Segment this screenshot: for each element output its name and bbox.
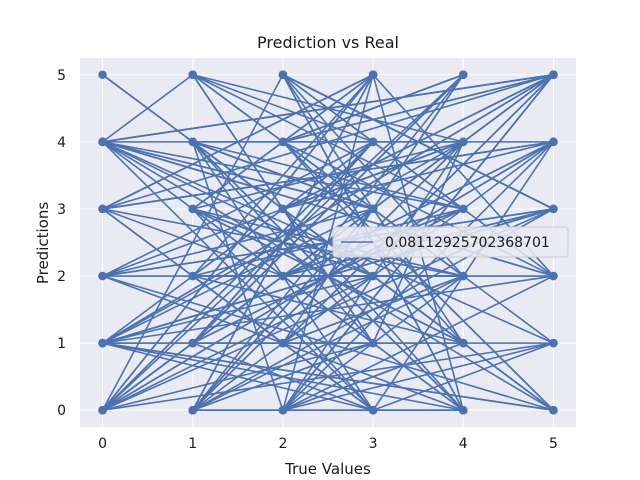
- series-line-segment: [101, 275, 284, 344]
- series-line-segment: [101, 141, 374, 344]
- data-point: [549, 137, 558, 147]
- data-point: [188, 137, 197, 147]
- data-point: [459, 271, 468, 281]
- data-point: [549, 406, 558, 415]
- data-point: [278, 70, 288, 79]
- series-line-segment: [191, 73, 374, 277]
- series-layer: [98, 70, 558, 415]
- chart-title: Prediction vs Real: [257, 33, 399, 52]
- data-point: [98, 70, 107, 79]
- data-point: [368, 271, 378, 281]
- data-point: [368, 70, 378, 79]
- series-line-segment: [282, 342, 555, 412]
- data-point: [368, 204, 378, 214]
- series-line-segment: [191, 275, 465, 412]
- series-line-segment: [191, 141, 374, 344]
- data-point: [549, 338, 558, 348]
- y-tick-label: 3: [57, 202, 66, 218]
- legend: 0.08112925702368701: [332, 226, 569, 258]
- data-point: [278, 406, 288, 415]
- data-point: [98, 271, 107, 281]
- data-point: [459, 137, 468, 147]
- data-point: [459, 406, 468, 415]
- data-point: [549, 271, 558, 281]
- data-point: [459, 338, 468, 348]
- series-line-segment: [101, 141, 374, 210]
- data-point: [278, 137, 288, 147]
- data-point: [188, 406, 197, 415]
- data-point: [98, 338, 107, 348]
- y-tick-label: 0: [57, 403, 66, 419]
- series-line-segment: [282, 73, 555, 344]
- data-point: [278, 204, 288, 214]
- series-line-segment: [101, 141, 555, 412]
- x-axis-label: True Values: [284, 460, 371, 478]
- series-line-segment: [282, 275, 555, 412]
- data-point: [368, 406, 378, 415]
- data-point: [98, 137, 107, 147]
- series-line-segment: [282, 275, 465, 344]
- data-point: [368, 338, 378, 348]
- x-tick-label: 0: [98, 436, 107, 452]
- y-tick-label: 1: [57, 336, 66, 352]
- y-tick-label: 5: [57, 68, 66, 84]
- series-line-segment: [101, 141, 374, 412]
- x-tick-label: 3: [369, 436, 378, 452]
- x-tick-label: 5: [549, 436, 558, 452]
- data-point: [98, 406, 107, 415]
- data-point: [188, 204, 197, 214]
- data-point: [278, 271, 288, 281]
- data-point: [459, 70, 468, 79]
- data-point: [549, 70, 558, 79]
- x-tick-label: 2: [278, 436, 287, 452]
- series-line-segment: [282, 73, 465, 143]
- series-line-segment: [282, 342, 465, 412]
- x-tick-label: 1: [188, 436, 197, 452]
- tick-labels: 0 1 2 3 4 5 0 1 2 3 4 5: [57, 68, 558, 452]
- y-axis-label: Predictions: [34, 202, 52, 285]
- data-point: [98, 204, 107, 214]
- y-tick-label: 2: [57, 269, 66, 285]
- series-line-segment: [282, 73, 555, 143]
- data-point: [368, 137, 378, 147]
- data-point: [188, 70, 197, 79]
- series-line-segment: [191, 73, 465, 143]
- series-line-segment: [191, 342, 374, 412]
- data-point: [188, 338, 197, 348]
- legend-label: 0.08112925702368701: [385, 235, 550, 251]
- legend-box: [332, 226, 569, 258]
- series-line-segment: [282, 141, 465, 210]
- y-tick-label: 4: [57, 135, 66, 151]
- data-point: [188, 271, 197, 281]
- data-point: [278, 338, 288, 348]
- series-line-segment: [101, 208, 284, 277]
- series-line-segment: [372, 342, 555, 412]
- data-point: [549, 204, 558, 214]
- x-tick-label: 4: [459, 436, 468, 452]
- data-point: [459, 204, 468, 214]
- series-line-segment: [101, 73, 555, 412]
